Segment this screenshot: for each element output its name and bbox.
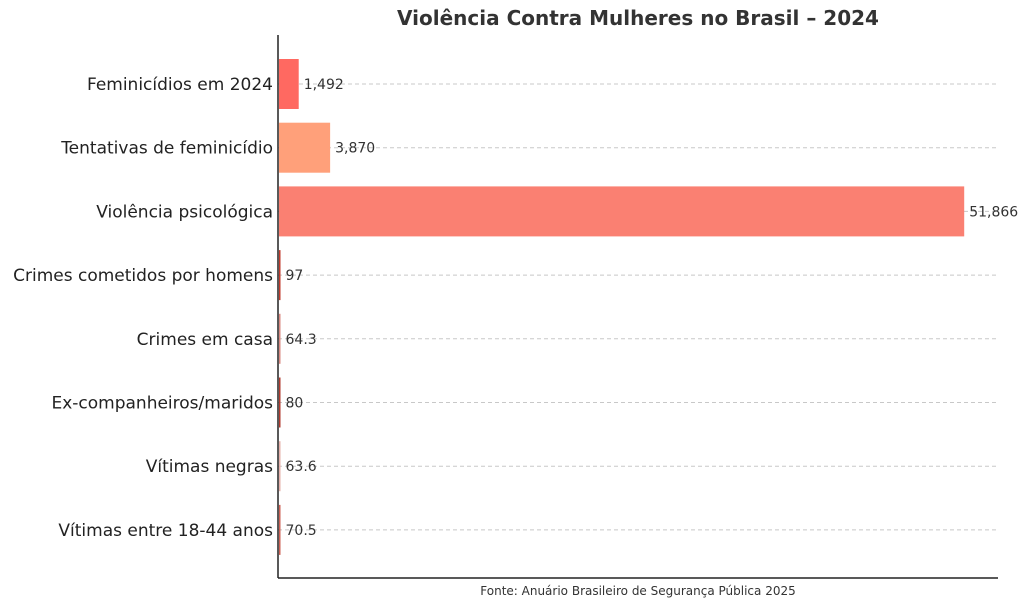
- value-label: 70.5: [286, 523, 317, 539]
- category-label: Vítimas negras: [146, 457, 273, 477]
- category-label: Tentativas de feminicídio: [60, 139, 273, 159]
- bar: [279, 250, 281, 301]
- bar: [279, 441, 281, 492]
- value-label: 80: [286, 396, 304, 412]
- bar: [279, 186, 965, 237]
- category-label: Crimes cometidos por homens: [13, 266, 273, 286]
- labels-layer: Feminicídios em 2024 1,492 Tentativas de f…: [13, 75, 1018, 541]
- bars-layer: [279, 59, 965, 555]
- chart-title: Violência Contra Mulheres no Brasil – 20…: [397, 6, 879, 30]
- source-note: Fonte: Anuário Brasileiro de Segurança P…: [480, 584, 795, 598]
- category-label: Vítimas entre 18-44 anos: [58, 521, 273, 541]
- category-label: Ex-companheiros/maridos: [51, 394, 273, 414]
- value-label: 63.6: [286, 459, 317, 475]
- grid-layer: [278, 83, 998, 531]
- bar: [279, 59, 299, 109]
- bar: [279, 313, 281, 364]
- value-label: 97: [286, 268, 304, 284]
- value-label: 1,492: [304, 77, 344, 93]
- category-label: Feminicídios em 2024: [87, 75, 273, 95]
- value-label: 64.3: [286, 332, 317, 348]
- category-label: Crimes em casa: [137, 330, 273, 350]
- value-label: 3,870: [335, 141, 375, 157]
- bar: [279, 377, 281, 428]
- category-label: Violência psicológica: [96, 202, 273, 222]
- bar: [279, 504, 281, 555]
- bar: [279, 122, 331, 173]
- value-label: 51,866: [969, 204, 1018, 220]
